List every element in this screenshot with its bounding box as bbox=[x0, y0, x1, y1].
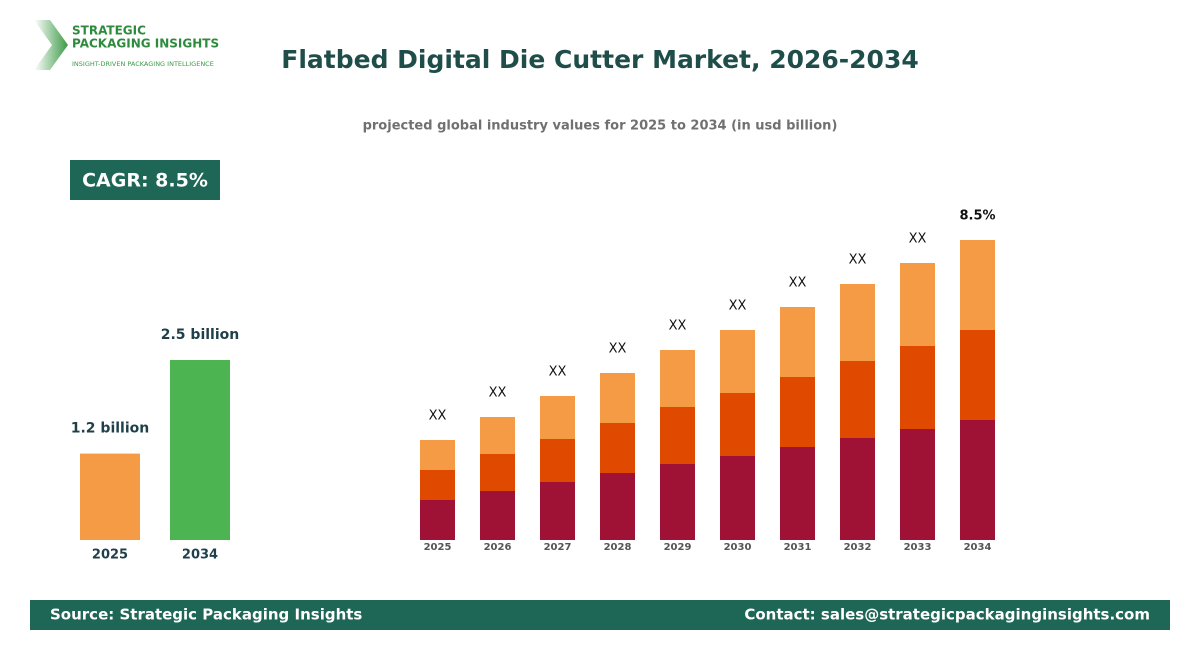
top-label: XX bbox=[609, 342, 627, 357]
x-tick-label: 2032 bbox=[844, 542, 872, 553]
value-label: 2.5 billion bbox=[161, 327, 239, 343]
bar-segment bbox=[780, 447, 815, 540]
value-label: 1.2 billion bbox=[71, 421, 149, 437]
cagr-badge bbox=[70, 160, 220, 200]
bar-segment bbox=[840, 438, 875, 540]
bar-segment bbox=[540, 439, 575, 482]
bar-segment bbox=[480, 454, 515, 491]
top-label: XX bbox=[549, 365, 567, 380]
bar-segment bbox=[600, 473, 635, 540]
bar-segment bbox=[600, 373, 635, 423]
bar-segment bbox=[780, 307, 815, 377]
bar-segment bbox=[900, 346, 935, 429]
logo-chevron bbox=[34, 20, 68, 70]
x-tick-label: 2028 bbox=[604, 542, 632, 553]
bar bbox=[170, 360, 230, 540]
bar-segment bbox=[660, 350, 695, 407]
x-tick-label: 2027 bbox=[544, 542, 572, 553]
x-tick-label: 2025 bbox=[92, 548, 128, 563]
top-label: 8.5% bbox=[959, 209, 995, 224]
bar-segment bbox=[900, 429, 935, 540]
bar-segment bbox=[420, 500, 455, 540]
logo-text: STRATEGIC bbox=[72, 24, 146, 38]
subtitle: projected global industry values for 202… bbox=[363, 119, 838, 134]
top-label: XX bbox=[669, 319, 687, 334]
bar-segment bbox=[720, 456, 755, 540]
bar-segment bbox=[960, 330, 995, 420]
bar-segment bbox=[660, 407, 695, 464]
top-label: XX bbox=[909, 232, 927, 247]
top-label: XX bbox=[789, 276, 807, 291]
bar-segment bbox=[600, 423, 635, 473]
top-label: XX bbox=[429, 409, 447, 424]
bar-segment bbox=[660, 464, 695, 540]
x-tick-label: 2031 bbox=[784, 542, 812, 553]
logo-text: PACKAGING INSIGHTS bbox=[72, 37, 219, 51]
bar-segment bbox=[960, 420, 995, 540]
x-tick-label: 2030 bbox=[724, 542, 752, 553]
x-tick-label: 2034 bbox=[964, 542, 992, 553]
bar-segment bbox=[720, 393, 755, 456]
x-tick-label: 2025 bbox=[424, 542, 452, 553]
x-tick-label: 2033 bbox=[904, 542, 932, 553]
bar-segment bbox=[420, 470, 455, 500]
logo-tagline: INSIGHT-DRIVEN PACKAGING INTELLIGENCE bbox=[72, 60, 214, 68]
bar-segment bbox=[720, 330, 755, 393]
bar-segment bbox=[900, 263, 935, 346]
x-tick-label: 2026 bbox=[484, 542, 512, 553]
footer-source: Source: Strategic Packaging Insights bbox=[50, 606, 362, 624]
title: Flatbed Digital Die Cutter Market, 2026-… bbox=[281, 45, 919, 74]
footer-bar bbox=[30, 600, 1170, 630]
footer-contact: Contact: sales@strategicpackaginginsight… bbox=[744, 606, 1150, 624]
bar-segment bbox=[420, 440, 455, 470]
bar bbox=[80, 453, 140, 540]
bar-segment bbox=[540, 482, 575, 540]
top-label: XX bbox=[729, 299, 747, 314]
x-tick-label: 2029 bbox=[664, 542, 692, 553]
bar-segment bbox=[840, 284, 875, 361]
bar-segment bbox=[480, 417, 515, 454]
x-tick-label: 2034 bbox=[182, 548, 218, 563]
cagr-text: CAGR: 8.5% bbox=[82, 170, 208, 192]
bar-segment bbox=[540, 396, 575, 439]
top-label: XX bbox=[849, 253, 867, 268]
top-label: XX bbox=[489, 386, 507, 401]
bar-segment bbox=[780, 377, 815, 447]
bar-segment bbox=[960, 240, 995, 330]
bar-segment bbox=[480, 491, 515, 540]
bar-segment bbox=[840, 361, 875, 438]
